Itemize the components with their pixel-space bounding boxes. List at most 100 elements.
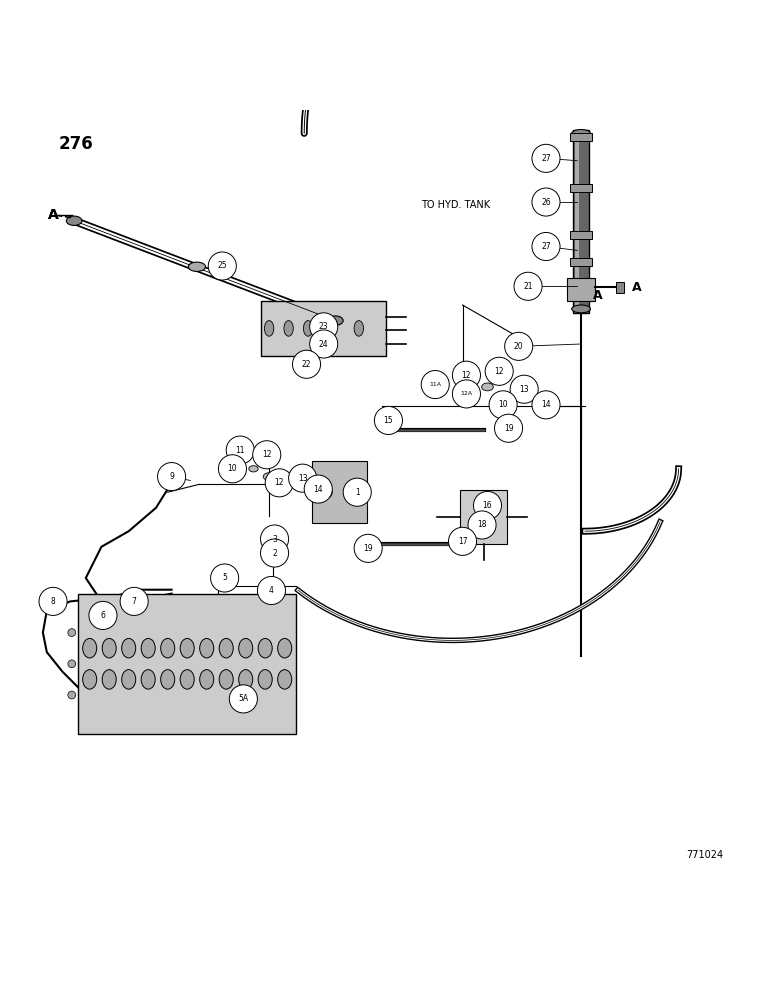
- Ellipse shape: [572, 305, 590, 313]
- Text: 11A: 11A: [429, 382, 441, 387]
- Circle shape: [257, 576, 285, 605]
- Text: 276: 276: [58, 135, 94, 153]
- FancyBboxPatch shape: [78, 594, 296, 734]
- Circle shape: [208, 252, 236, 280]
- Text: 21: 21: [523, 282, 533, 291]
- Circle shape: [452, 380, 480, 408]
- Ellipse shape: [239, 638, 253, 658]
- Ellipse shape: [219, 670, 233, 689]
- Text: 8: 8: [51, 597, 55, 606]
- Text: 4: 4: [269, 586, 274, 595]
- Circle shape: [452, 361, 480, 389]
- Circle shape: [468, 511, 496, 539]
- Circle shape: [89, 601, 117, 629]
- Ellipse shape: [323, 486, 332, 498]
- Circle shape: [421, 371, 449, 399]
- Text: 1: 1: [355, 488, 360, 497]
- Ellipse shape: [83, 670, 97, 689]
- Ellipse shape: [219, 638, 233, 658]
- Circle shape: [485, 357, 513, 385]
- Circle shape: [489, 391, 517, 419]
- Ellipse shape: [323, 321, 332, 336]
- Ellipse shape: [264, 321, 274, 336]
- Ellipse shape: [122, 670, 136, 689]
- Circle shape: [532, 391, 560, 419]
- Ellipse shape: [83, 638, 97, 658]
- Text: A: A: [593, 289, 602, 302]
- Text: TO HYD. TANK: TO HYD. TANK: [421, 200, 491, 210]
- Text: 23: 23: [319, 322, 328, 331]
- Circle shape: [253, 441, 281, 469]
- Circle shape: [226, 436, 254, 464]
- Ellipse shape: [278, 670, 292, 689]
- Text: 11: 11: [236, 446, 245, 455]
- Text: A: A: [48, 208, 59, 222]
- Text: 27: 27: [541, 242, 551, 251]
- FancyBboxPatch shape: [570, 258, 592, 266]
- Text: 5: 5: [222, 573, 227, 582]
- FancyBboxPatch shape: [261, 301, 386, 356]
- Ellipse shape: [161, 638, 175, 658]
- Ellipse shape: [258, 670, 272, 689]
- Text: 9: 9: [169, 472, 174, 481]
- Bar: [616, 282, 624, 293]
- Text: 26: 26: [541, 198, 551, 207]
- FancyBboxPatch shape: [460, 490, 507, 544]
- Text: 5A: 5A: [239, 694, 248, 703]
- Circle shape: [374, 406, 402, 434]
- Ellipse shape: [180, 670, 194, 689]
- Text: 14: 14: [541, 400, 551, 409]
- Text: A: A: [48, 208, 59, 222]
- Text: 3: 3: [272, 534, 277, 544]
- Text: 20: 20: [514, 342, 523, 351]
- Ellipse shape: [467, 376, 477, 382]
- Circle shape: [532, 188, 560, 216]
- Text: 19: 19: [504, 424, 513, 433]
- Ellipse shape: [284, 321, 293, 336]
- Ellipse shape: [481, 383, 494, 391]
- Text: 18: 18: [477, 520, 487, 529]
- Circle shape: [218, 455, 246, 483]
- Ellipse shape: [263, 473, 275, 481]
- Circle shape: [261, 539, 289, 567]
- Circle shape: [473, 491, 502, 520]
- Ellipse shape: [346, 486, 356, 498]
- Ellipse shape: [141, 638, 155, 658]
- FancyBboxPatch shape: [570, 231, 592, 239]
- Ellipse shape: [68, 629, 76, 637]
- Text: 19: 19: [363, 544, 373, 553]
- Circle shape: [310, 313, 338, 341]
- Text: 10: 10: [228, 464, 237, 473]
- Ellipse shape: [239, 670, 253, 689]
- Bar: [575, 130, 579, 313]
- Text: 6: 6: [101, 611, 105, 620]
- Text: 24: 24: [319, 340, 328, 349]
- Text: 12A: 12A: [460, 391, 473, 396]
- Ellipse shape: [122, 638, 136, 658]
- Text: 22: 22: [302, 360, 311, 369]
- Text: 25: 25: [218, 261, 227, 270]
- Circle shape: [158, 463, 186, 491]
- Ellipse shape: [188, 262, 206, 271]
- Circle shape: [354, 534, 382, 562]
- Circle shape: [532, 232, 560, 261]
- Text: 12: 12: [262, 450, 271, 459]
- Ellipse shape: [161, 670, 175, 689]
- Ellipse shape: [68, 691, 76, 699]
- Circle shape: [304, 475, 332, 503]
- Text: 15: 15: [384, 416, 393, 425]
- Circle shape: [211, 564, 239, 592]
- Circle shape: [514, 272, 542, 300]
- Circle shape: [292, 350, 321, 378]
- Text: 771024: 771024: [686, 850, 724, 860]
- Ellipse shape: [200, 670, 214, 689]
- Circle shape: [448, 527, 477, 555]
- Text: 13: 13: [519, 385, 529, 394]
- Circle shape: [289, 464, 317, 492]
- Circle shape: [229, 685, 257, 713]
- Ellipse shape: [249, 466, 258, 472]
- Text: 2: 2: [272, 549, 277, 558]
- Text: 12: 12: [462, 371, 471, 380]
- Text: 17: 17: [458, 537, 467, 546]
- Ellipse shape: [68, 660, 76, 668]
